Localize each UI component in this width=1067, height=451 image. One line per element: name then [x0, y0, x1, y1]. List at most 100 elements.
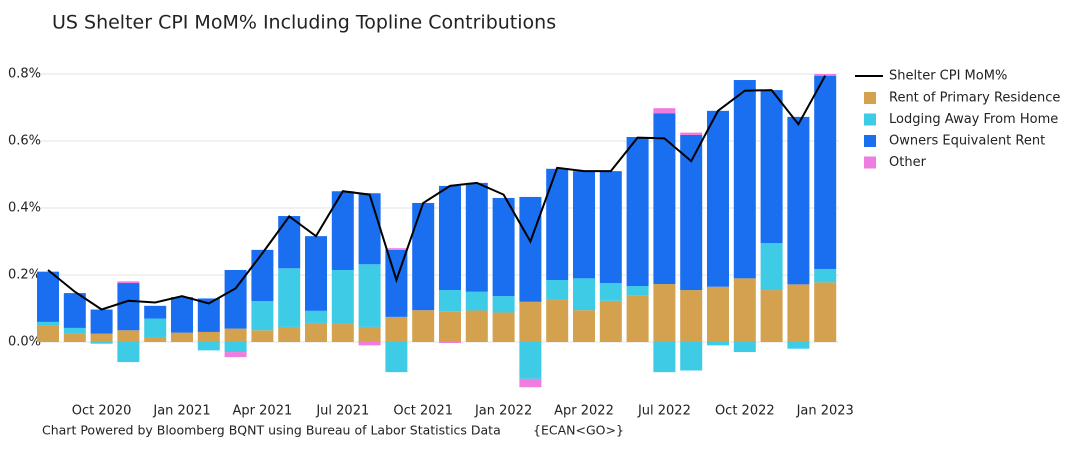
bar-segment: [305, 310, 327, 323]
bar-segment: [197, 331, 220, 342]
bar-segment: [37, 271, 59, 322]
bar-segment: [63, 333, 86, 342]
y-tick-label: 0.2%: [8, 268, 41, 283]
bar-segment: [492, 312, 515, 342]
bar-segment: [305, 322, 327, 342]
bar-segment: [331, 269, 354, 324]
y-tick-label: 0.8%: [8, 67, 41, 82]
bar-segment: [144, 305, 167, 319]
bar-segment: [599, 171, 622, 284]
bar-segment: [760, 290, 783, 342]
bar-segment: [546, 299, 569, 342]
bar-segment: [224, 352, 247, 358]
bar-segment: [358, 326, 381, 342]
bar-segment: [546, 280, 569, 300]
x-tick-label: Apr 2022: [554, 404, 614, 419]
bar-segment: [117, 330, 140, 342]
bar-segment: [626, 295, 649, 342]
bar-segment: [224, 328, 247, 342]
bar-segment: [63, 293, 86, 328]
bar-segment: [465, 310, 488, 342]
bar-segment: [117, 281, 140, 284]
bar-segment: [707, 286, 729, 342]
bar-segment: [707, 342, 729, 346]
bar-segment: [197, 298, 220, 332]
y-tick-label: 0.6%: [8, 134, 41, 149]
footer: Chart Powered by Bloomberg BQNT using Bu…: [42, 423, 501, 438]
bar-segment: [331, 191, 354, 270]
bar-segment: [653, 284, 676, 342]
bar-segment: [546, 168, 569, 281]
bar-segment: [439, 311, 461, 342]
line: [47, 75, 827, 311]
bar-segment: [385, 342, 408, 373]
x-tick-label: Oct 2021: [393, 404, 453, 419]
y-tick-label: 0.4%: [8, 201, 41, 216]
bar-segment: [519, 301, 542, 342]
bar-segment: [90, 342, 113, 344]
bar-segment: [465, 291, 488, 311]
legend-swatch: [864, 92, 876, 104]
legend-label: Rent of Primary Residence: [889, 91, 1060, 106]
bar-segment: [787, 116, 810, 285]
bar-segment: [492, 296, 515, 313]
bar-segment: [760, 90, 783, 244]
bar-segment: [787, 284, 810, 342]
bar-segment: [814, 74, 837, 76]
bar-segment: [358, 342, 381, 346]
x-tick-label: Oct 2020: [72, 404, 132, 419]
bar-segment: [519, 196, 542, 302]
bar-segment: [37, 321, 59, 326]
bar-segment: [492, 197, 515, 297]
bar-segment: [251, 301, 274, 331]
x-tick-label: Jan 2022: [474, 404, 532, 419]
bar-segment: [385, 248, 408, 250]
bar-segment: [412, 310, 435, 342]
bar-segment: [144, 336, 167, 342]
bar-segment: [680, 290, 703, 342]
legend-label: Shelter CPI MoM%: [889, 69, 1007, 84]
bar-segment: [814, 282, 837, 342]
legend-label: Lodging Away From Home: [889, 112, 1058, 127]
bar-segment: [358, 264, 381, 327]
bar-segment: [465, 182, 488, 292]
x-tick-label: Jul 2022: [637, 404, 691, 419]
bar-segment: [63, 327, 86, 334]
bar-segment: [251, 249, 274, 302]
bar-segment: [519, 342, 542, 379]
bar-segment: [90, 333, 113, 342]
bar-segment: [117, 342, 140, 363]
bar-segment: [733, 342, 756, 353]
chart-title: US Shelter CPI MoM% Including Topline Co…: [52, 12, 556, 34]
legend-swatch: [864, 113, 876, 126]
bar-segment: [90, 309, 113, 334]
x-tick-label: Oct 2022: [715, 404, 775, 419]
bar-segment: [224, 342, 247, 353]
bar-segment: [573, 310, 595, 342]
bar-segment: [171, 332, 193, 342]
bar-segment: [814, 75, 837, 269]
bar-segment: [626, 136, 649, 287]
legend-swatch: [864, 156, 876, 169]
bar-segment: [626, 286, 649, 296]
bar-segment: [144, 318, 167, 337]
bar-segment: [733, 80, 756, 279]
bar-segment: [171, 297, 193, 333]
bar-segment: [412, 202, 435, 311]
bar-segment: [197, 342, 220, 351]
bar-segment: [385, 316, 408, 342]
x-tick-label: Apr 2021: [233, 404, 293, 419]
bar-segment: [707, 110, 729, 287]
bar-segment: [358, 193, 381, 265]
bar-segment: [278, 268, 301, 327]
x-tick-label: Jul 2021: [315, 404, 369, 419]
bar-segment: [733, 278, 756, 342]
bar-segment: [278, 326, 301, 342]
bar-segment: [653, 342, 676, 373]
legend-label: Owners Equivalent Rent: [889, 134, 1045, 149]
bar-segment: [278, 216, 301, 269]
bar-segment: [573, 278, 595, 311]
bar-segment: [519, 378, 542, 388]
bar-segment: [439, 290, 461, 312]
